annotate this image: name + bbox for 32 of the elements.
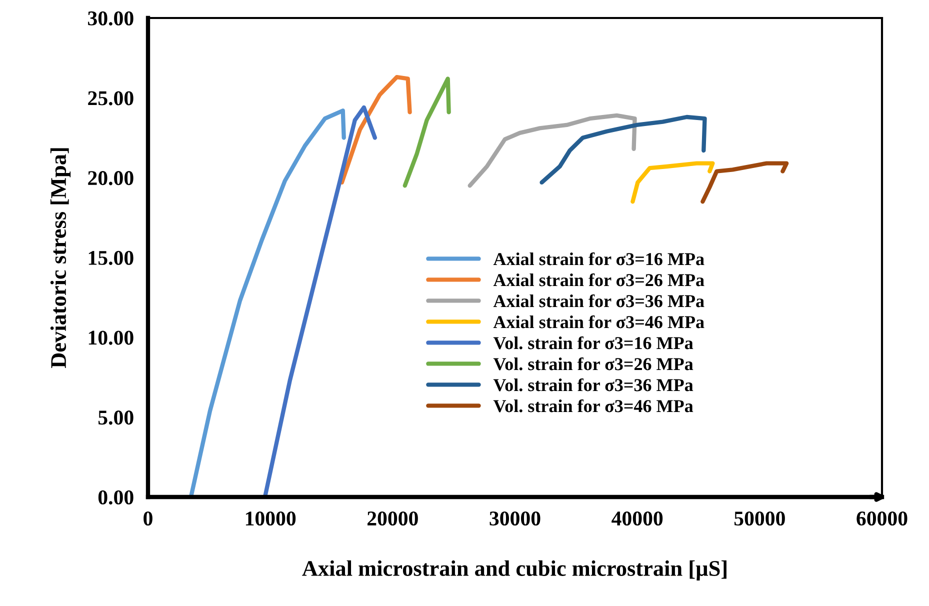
line-series	[340, 74, 412, 185]
legend-label: Axial strain for σ3=46 MPa	[493, 315, 704, 328]
x-axis-title: Axial microstrain and cubic microstrain [µS]	[302, 560, 726, 580]
legend-label: Axial strain for σ3=36 MPa	[493, 294, 704, 308]
legend-label: Axial strain for σ3=16 MPa	[493, 252, 704, 266]
x-tick-label: 40000	[612, 511, 663, 526]
y-tick-label: 0.00	[98, 490, 134, 505]
y-tick-label: 15.00	[88, 250, 134, 266]
x-tick-label: 0	[144, 511, 152, 526]
x-tick-label: 30000	[490, 511, 540, 526]
legend-label: Vol. strain for σ3=16 MPa	[493, 336, 694, 350]
x-tick-label: 20000	[368, 511, 418, 526]
x-tick-label: 10000	[246, 511, 296, 526]
y-tick-label: 10.00	[88, 330, 134, 345]
legend-label: Axial strain for σ3=26 MPa	[493, 273, 704, 286]
line-series	[540, 114, 707, 185]
line-series	[262, 105, 378, 497]
y-tick-label: 5.00	[98, 410, 134, 425]
line-series	[630, 161, 715, 204]
line-series	[402, 76, 451, 188]
legend-label: Vol. strain for σ3=26 MPa	[493, 357, 694, 370]
y-tick-label: 20.00	[88, 171, 134, 186]
line-series	[188, 108, 346, 497]
x-tick-label: 60000	[856, 511, 908, 526]
y-tick-label: 25.00	[88, 91, 134, 106]
legend-label: Vol. strain for σ3=46 MPa	[493, 399, 694, 412]
line-series	[700, 161, 789, 204]
y-axis-title: Deviatoric stress [Mpa]	[50, 148, 71, 368]
line-series	[468, 113, 637, 188]
x-tick-label: 50000	[734, 511, 785, 526]
y-tick-label: 30.00	[88, 11, 134, 26]
legend-label: Vol. strain for σ3=36 MPa	[493, 378, 694, 392]
